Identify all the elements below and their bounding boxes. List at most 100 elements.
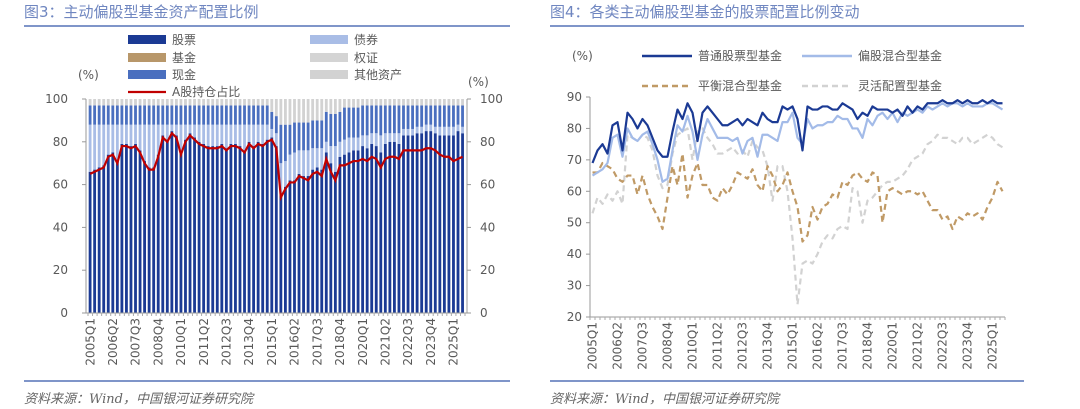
bar-segment: [383, 99, 387, 106]
bar-segment: [306, 122, 310, 151]
bar-segment: [424, 99, 428, 106]
bar-segment: [120, 105, 124, 125]
bar-segment: [429, 124, 433, 132]
x-tick-label: 2010Q1: [686, 322, 700, 370]
x-tick-label: 2007Q3: [129, 318, 143, 366]
bar-segment: [297, 122, 301, 151]
bar-segment: [402, 128, 405, 136]
bar-segment: [129, 146, 133, 313]
bar-segment: [402, 99, 405, 106]
bar-segment: [356, 150, 360, 313]
x-tick-label: 2023Q4: [961, 322, 975, 370]
bar-segment: [456, 131, 460, 313]
bar-segment: [152, 124, 156, 168]
bar-segment: [252, 146, 256, 313]
bar-segment: [461, 105, 464, 127]
bar-segment: [393, 141, 396, 313]
bar-segment: [238, 124, 242, 147]
bar-segment: [179, 124, 183, 153]
bar-segment: [152, 167, 156, 313]
y-tick-label-right: 100: [480, 92, 503, 106]
bar-segment: [370, 105, 374, 134]
y-tick-label-left: 20: [53, 263, 68, 277]
bar-segment: [461, 126, 464, 134]
bar-segment: [397, 143, 401, 313]
bar-segment: [174, 124, 178, 136]
bar-segment: [102, 124, 106, 166]
source-note: 资料来源：Wind，中国银河证券研究院: [24, 392, 253, 407]
bar-segment: [383, 105, 387, 134]
bar-segment: [270, 111, 274, 129]
stock-allocation-chart: 20 30 40 50 60 70 80 90 (%) 2005Q1 2006Q2 2007Q3 200…: [567, 48, 1006, 370]
bar-segment: [165, 139, 169, 313]
bar-segment: [220, 105, 224, 125]
bar-segment: [106, 154, 110, 313]
bar-segment: [156, 124, 160, 155]
y-axis-unit-right: (%): [468, 75, 489, 89]
bar-segment: [138, 99, 142, 106]
bar-segment: [197, 105, 201, 125]
bar-segment: [256, 124, 260, 142]
bar-segment: [361, 146, 365, 313]
bar-segment: [143, 161, 147, 313]
bar-segment: [329, 146, 333, 164]
bar-segment: [456, 105, 460, 125]
bar-segment: [170, 105, 174, 125]
bar-segment: [311, 120, 315, 149]
bar-segment: [438, 99, 442, 106]
bar-segment: [193, 105, 196, 125]
bar-segment: [433, 99, 437, 106]
bar-segment: [274, 133, 278, 147]
bar-segment: [229, 124, 233, 144]
bar-segment: [452, 105, 455, 127]
bar-segment: [424, 131, 428, 313]
bar-segment: [102, 99, 106, 106]
bar-segment: [338, 99, 342, 112]
bar-segment: [297, 99, 301, 123]
bar-segment: [402, 105, 405, 129]
bar-segment: [202, 124, 206, 144]
source-note: 资料来源：Wind，中国银河证券研究院: [550, 392, 779, 407]
bar-segment: [152, 105, 156, 125]
bar-segment: [184, 105, 187, 125]
bar-segment: [134, 124, 137, 144]
bar-segment: [324, 152, 328, 313]
bar-segment: [379, 105, 383, 136]
bar-segment: [156, 99, 160, 106]
bar-segment: [188, 133, 192, 313]
bar-segment: [129, 99, 133, 106]
legend-label: 灵活配置型基金: [858, 78, 942, 93]
bar-segment: [442, 135, 446, 313]
bar-segment: [429, 131, 433, 313]
bar-segment: [170, 99, 174, 106]
bar-segment: [97, 124, 101, 168]
bar-segment: [202, 105, 206, 125]
bar-segment: [197, 99, 201, 106]
bar-segment: [302, 150, 305, 177]
bar-segment: [329, 99, 333, 114]
bar-segment: [188, 99, 192, 106]
bar-segment: [433, 126, 437, 134]
x-tick-label: 2018Q4: [861, 322, 875, 370]
bar-segment: [97, 105, 101, 125]
bar-segment: [138, 105, 142, 125]
bar-segment: [247, 99, 251, 106]
bar-segment: [138, 124, 142, 151]
bar-segment: [256, 99, 260, 106]
bar-segment: [161, 124, 165, 136]
bar-segment: [138, 150, 142, 313]
bar-segment: [333, 99, 337, 114]
bar-segment: [106, 105, 110, 125]
bar-segment: [406, 99, 410, 106]
bar-segment: [243, 124, 246, 151]
bar-segment: [297, 150, 301, 174]
bar-segment: [370, 133, 374, 144]
x-tick-label: 2017Q3: [310, 318, 324, 366]
bar-segment: [452, 135, 455, 313]
bar-segment: [174, 135, 178, 313]
bar-segment: [143, 124, 147, 162]
bar-segment: [379, 135, 383, 153]
bar-segment: [134, 105, 137, 125]
bar-segment: [397, 99, 401, 106]
bar-segment: [402, 135, 405, 313]
